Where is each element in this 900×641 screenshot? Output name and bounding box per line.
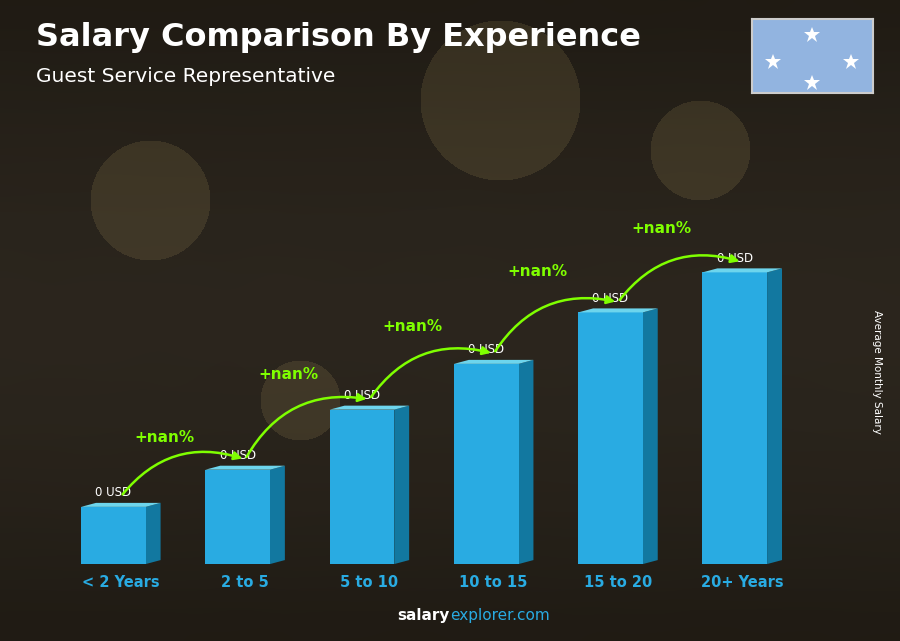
- Polygon shape: [578, 308, 658, 312]
- Polygon shape: [643, 308, 658, 564]
- Text: +nan%: +nan%: [134, 430, 194, 445]
- Text: +nan%: +nan%: [258, 367, 319, 382]
- Text: explorer.com: explorer.com: [450, 608, 550, 623]
- Polygon shape: [454, 360, 534, 364]
- Polygon shape: [767, 269, 782, 564]
- Text: Average Monthly Salary: Average Monthly Salary: [872, 310, 883, 434]
- Text: +nan%: +nan%: [507, 264, 567, 279]
- Text: +nan%: +nan%: [632, 221, 691, 237]
- Text: salary: salary: [398, 608, 450, 623]
- Text: 0 USD: 0 USD: [592, 292, 628, 305]
- Text: 0 USD: 0 USD: [344, 389, 380, 402]
- Polygon shape: [394, 406, 410, 564]
- Bar: [81, 507, 146, 564]
- Text: Salary Comparison By Experience: Salary Comparison By Experience: [36, 22, 641, 53]
- Bar: [205, 470, 270, 564]
- Text: 0 USD: 0 USD: [220, 449, 256, 462]
- Bar: [329, 410, 394, 564]
- Bar: [578, 312, 643, 564]
- Text: 0 USD: 0 USD: [716, 252, 752, 265]
- Polygon shape: [270, 466, 285, 564]
- Polygon shape: [703, 269, 782, 272]
- Text: +nan%: +nan%: [382, 319, 443, 334]
- Polygon shape: [81, 503, 160, 507]
- Polygon shape: [205, 466, 285, 470]
- Text: Guest Service Representative: Guest Service Representative: [36, 67, 336, 87]
- Bar: [703, 272, 767, 564]
- Text: 0 USD: 0 USD: [468, 344, 504, 356]
- Polygon shape: [146, 503, 160, 564]
- Polygon shape: [329, 406, 410, 410]
- Polygon shape: [518, 360, 534, 564]
- Text: 0 USD: 0 USD: [95, 487, 131, 499]
- Bar: [454, 364, 518, 564]
